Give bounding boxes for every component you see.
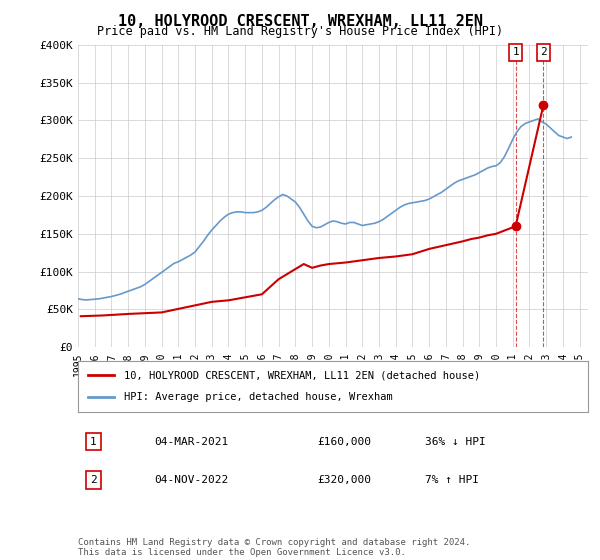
Text: 2: 2 <box>90 475 97 485</box>
Text: 1: 1 <box>512 48 519 57</box>
Text: 2: 2 <box>540 48 547 57</box>
Text: 10, HOLYROOD CRESCENT, WREXHAM, LL11 2EN: 10, HOLYROOD CRESCENT, WREXHAM, LL11 2EN <box>118 14 482 29</box>
Text: HPI: Average price, detached house, Wrexham: HPI: Average price, detached house, Wrex… <box>124 393 392 403</box>
Text: 7% ↑ HPI: 7% ↑ HPI <box>425 475 479 485</box>
Text: 36% ↓ HPI: 36% ↓ HPI <box>425 436 485 446</box>
Text: Contains HM Land Registry data © Crown copyright and database right 2024.
This d: Contains HM Land Registry data © Crown c… <box>78 538 470 557</box>
Text: £320,000: £320,000 <box>318 475 372 485</box>
Text: 10, HOLYROOD CRESCENT, WREXHAM, LL11 2EN (detached house): 10, HOLYROOD CRESCENT, WREXHAM, LL11 2EN… <box>124 370 480 380</box>
Text: 04-NOV-2022: 04-NOV-2022 <box>155 475 229 485</box>
Text: Price paid vs. HM Land Registry's House Price Index (HPI): Price paid vs. HM Land Registry's House … <box>97 25 503 38</box>
Text: 1: 1 <box>90 436 97 446</box>
Text: 04-MAR-2021: 04-MAR-2021 <box>155 436 229 446</box>
Text: £160,000: £160,000 <box>318 436 372 446</box>
